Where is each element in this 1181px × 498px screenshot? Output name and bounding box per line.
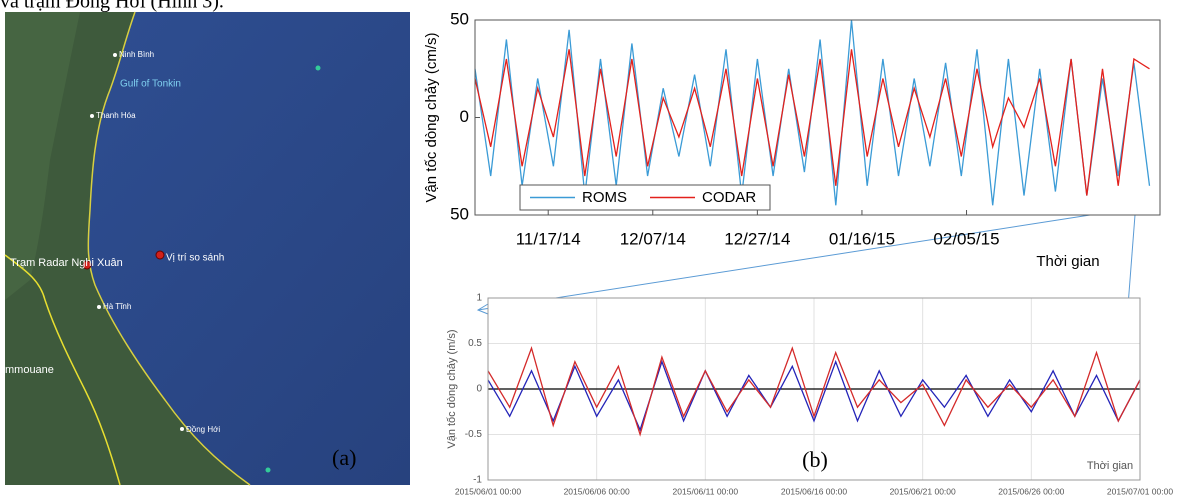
map: Ninh Bình Gulf of Tonkin Thanh Hóa Trạm … xyxy=(4,11,410,486)
x-tick-label: 12/27/14 xyxy=(724,229,790,248)
map-label: mmouane xyxy=(5,364,54,376)
map-dot xyxy=(90,114,94,118)
y-tick-label: 0.5 xyxy=(468,338,482,349)
x-tick-label: 11/17/14 xyxy=(516,229,581,248)
panel-label: (a) xyxy=(332,445,356,470)
caption: và trạm Đồng Hới (Hình 3). xyxy=(0,0,224,13)
map-dot xyxy=(180,427,184,431)
series-line xyxy=(487,359,1141,432)
x-tick-label: 2015/06/11 00:00 xyxy=(673,486,739,496)
x-tick-label: 01/16/15 xyxy=(829,229,895,248)
series-line xyxy=(474,49,1150,196)
map-label: Hà Tĩnh xyxy=(103,302,131,311)
map-label: Trạm Radar Nghi Xuân xyxy=(10,257,123,269)
map-dot xyxy=(97,305,101,309)
map-label: Gulf of Tonkin xyxy=(120,79,181,90)
x-tick-label: 2015/06/06 00:00 xyxy=(564,486,630,496)
x-tick-label: 2015/07/01 00:00 xyxy=(1107,486,1173,496)
y-tick-label: 0 xyxy=(476,384,482,395)
y-axis-label: Vận tốc dòng chảy (cm/s) xyxy=(423,32,440,202)
zoom-connector xyxy=(1127,214,1136,307)
x-tick-label: 2015/06/26 00:00 xyxy=(998,486,1064,496)
x-tick-label: 2015/06/01 00:00 xyxy=(455,486,521,496)
panel-label: (b) xyxy=(802,447,828,472)
y-tick-label: -0.5 xyxy=(465,429,483,440)
x-tick-label: 12/07/14 xyxy=(620,229,686,248)
island xyxy=(265,467,271,473)
y-tick-label: 50 xyxy=(450,204,469,223)
arrow-head xyxy=(476,303,489,315)
plot-frame xyxy=(487,297,1141,481)
chart: 50 0 50 11/17/14 12/07/14 12/27/14 01/16/15 02/… xyxy=(423,9,1161,270)
y-tick-label: 50 xyxy=(450,9,469,28)
zoom-connector xyxy=(477,214,1091,311)
legend-label: CODAR xyxy=(702,189,756,206)
x-tick-label: 02/05/15 xyxy=(933,229,999,248)
x-tick-label: 2015/06/21 00:00 xyxy=(890,486,956,496)
plot-frame xyxy=(474,19,1161,216)
x-axis-label: Thời gian xyxy=(1087,460,1133,472)
border xyxy=(4,254,121,486)
comparison-site xyxy=(155,250,165,260)
map-land-inland xyxy=(5,12,80,300)
map-label: Ninh Bình xyxy=(119,50,154,59)
legend-label: ROMS xyxy=(582,189,627,206)
radar-site xyxy=(82,260,92,270)
map-label: Đồng Hới xyxy=(186,425,220,434)
y-tick-label: -1 xyxy=(473,475,482,486)
map-land xyxy=(5,12,250,485)
x-tick-label: 2015/06/16 00:00 xyxy=(781,486,847,496)
series-line xyxy=(487,345,1141,437)
map-label: Vị trí so sánh xyxy=(166,253,224,264)
y-tick-label: 1 xyxy=(476,293,482,304)
map-dot xyxy=(113,53,117,57)
y-axis-label: Vận tốc dòng chảy (m/s) xyxy=(446,329,458,448)
y-tick-label: 0 xyxy=(460,107,469,126)
x-axis-label: Thời gian xyxy=(1036,253,1099,270)
chart: -1 -0.5 0 0.5 1 2015/06/01 00:00 2015/06/06 00… xyxy=(446,293,1173,497)
island xyxy=(315,65,321,71)
map-label: Thanh Hóa xyxy=(96,111,136,120)
